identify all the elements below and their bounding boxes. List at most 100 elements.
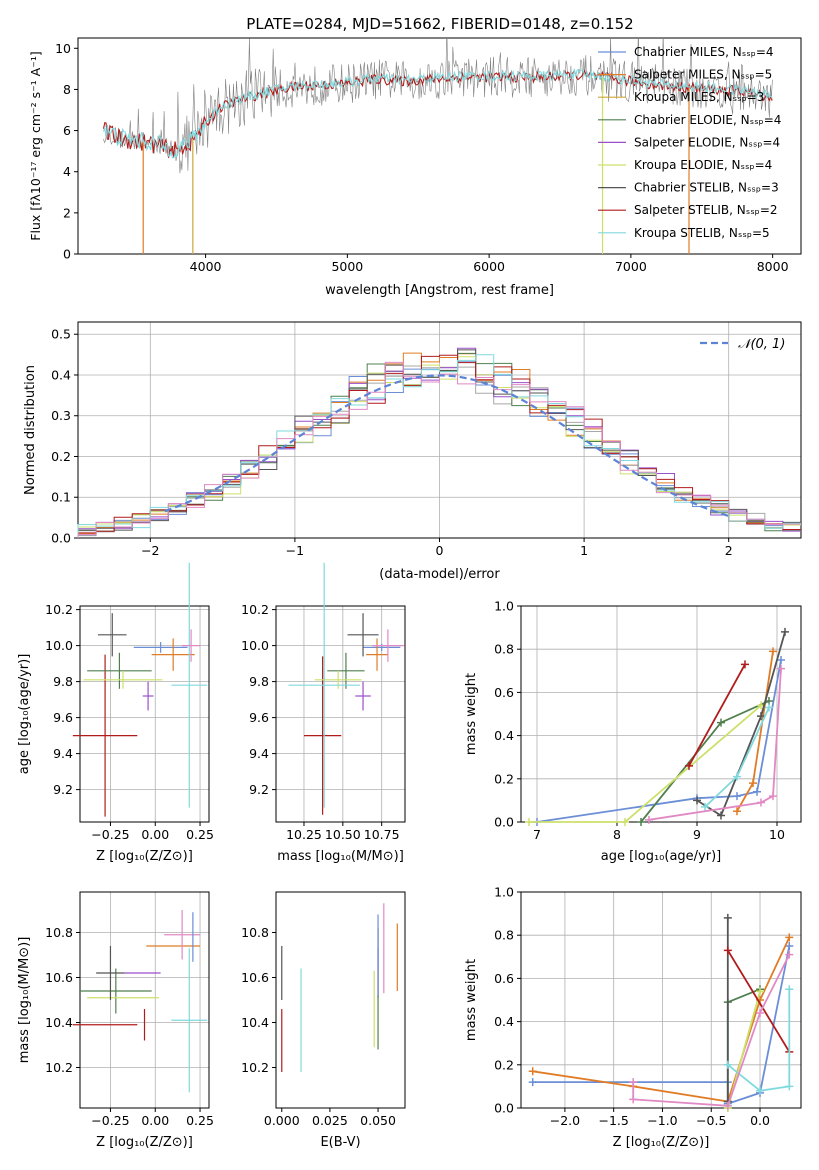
x-tick-label: 8000 <box>757 259 789 274</box>
x-axis-label: (data-model)/error <box>379 567 500 582</box>
weight-marker <box>765 703 773 712</box>
weight-marker <box>645 815 653 824</box>
mass-age-panel: 10.25 10.50 10.75 9.2 9.4 9.6 9.8 10.0 10.2 mass … <box>241 562 406 864</box>
y-tick-label: 8 <box>63 82 71 97</box>
plot-frame <box>275 891 406 1109</box>
weight-marker <box>756 1008 765 1017</box>
weight-marker <box>723 946 732 955</box>
weight-marker <box>717 718 725 727</box>
y-tick-label: 0.2 <box>494 1057 514 1072</box>
gaussian-curve <box>164 374 730 518</box>
weight-line <box>727 949 791 1053</box>
y-axis-label: mass [log₁₀(M/M⊙)] <box>17 937 32 1064</box>
y-tick-label: 10.2 <box>45 602 73 617</box>
weight-marker <box>629 1095 638 1104</box>
weight-marker <box>757 712 765 721</box>
weight-marker <box>717 811 725 820</box>
weight-marker <box>723 913 732 922</box>
y-tick-label: 10 <box>55 41 71 56</box>
legend-label: Kroupa STELIB, Nₛₛₚ=5 <box>634 226 770 240</box>
y-tick-label: 9.4 <box>249 746 269 761</box>
y-tick-label: 0.8 <box>494 642 514 657</box>
x-axis-label: Z [log₁₀(Z/Z⊙)] <box>96 1135 193 1150</box>
weight-marker <box>685 761 693 770</box>
y-tick-label: 10.4 <box>45 1015 73 1030</box>
y-tick-label: 0.0 <box>494 815 514 830</box>
x-tick-label: 10 <box>769 827 785 842</box>
x-axis-label: Z [log₁₀(Z/Z⊙)] <box>613 1135 710 1150</box>
legend-label: Chabrier MILES, Nₛₛₚ=4 <box>634 45 774 59</box>
weight-marker <box>525 818 533 826</box>
x-tick-label: 0 <box>436 543 444 558</box>
y-tick-label: 1.0 <box>494 599 514 614</box>
x-tick-label: 7000 <box>615 259 647 274</box>
weight-marker <box>785 933 794 942</box>
x-tick-label: −2.0 <box>550 1113 580 1128</box>
plot-frame <box>79 605 210 823</box>
x-tick-label: −0.25 <box>91 1113 129 1128</box>
weight-marker <box>785 942 794 950</box>
x-tick-label: 7 <box>533 827 541 842</box>
weight-marker <box>777 656 785 664</box>
plot-frame <box>77 37 802 255</box>
weight-marker <box>723 1060 732 1069</box>
weight-marker <box>785 985 794 994</box>
x-tick-label: −1.5 <box>599 1113 629 1128</box>
weight-marker <box>637 818 645 826</box>
y-tick-label: 1.0 <box>494 885 514 900</box>
x-tick-label: 0.050 <box>360 1113 396 1128</box>
y-tick-label: 10.2 <box>45 1060 73 1075</box>
y-tick-label: 10.8 <box>241 925 269 940</box>
x-axis-label: E(B-V) <box>320 1135 360 1150</box>
y-tick-label: 4 <box>63 164 71 179</box>
histogram-series <box>77 354 801 538</box>
y-tick-label: 10.6 <box>45 970 73 985</box>
x-axis-label: Z [log₁₀(Z/Z⊙)] <box>96 849 193 864</box>
y-tick-label: 0.0 <box>494 1101 514 1116</box>
weight-marker <box>769 647 777 656</box>
x-tick-label: 0.00 <box>141 1113 169 1128</box>
x-tick-label: 8 <box>613 827 621 842</box>
weight-marker <box>528 1078 537 1087</box>
spectrum-data-line <box>103 38 773 174</box>
y-tick-label: 2 <box>63 205 71 220</box>
weight-marker <box>528 1067 537 1076</box>
y-tick-label: 10.6 <box>241 970 269 985</box>
weight-marker <box>733 772 741 781</box>
weight-marker <box>756 1086 765 1095</box>
y-tick-label: 10.4 <box>241 1015 269 1030</box>
figure-title: PLATE=0284, MJD=51662, FIBERID=0148, z=0… <box>246 15 633 33</box>
y-tick-label: 9.4 <box>53 746 73 761</box>
weight-line <box>727 989 791 1092</box>
histogram-series <box>77 354 801 538</box>
y-tick-label: 9.2 <box>249 782 269 797</box>
weight-marker <box>733 792 741 801</box>
y-tick-label: 9.6 <box>53 710 73 725</box>
x-tick-label: 0.025 <box>312 1113 348 1128</box>
x-tick-label: 0.000 <box>264 1113 300 1128</box>
y-tick-label: 6 <box>63 123 71 138</box>
spectrum-model-line <box>102 68 773 159</box>
weight-marker <box>756 987 765 996</box>
legend-label: Salpeter MILES, Nₛₛₚ=5 <box>634 68 772 82</box>
x-tick-label: 6000 <box>473 259 505 274</box>
weight-line <box>688 663 746 767</box>
plot-frame <box>275 605 406 823</box>
y-tick-label: 0 <box>63 247 71 262</box>
y-tick-label: 10.0 <box>45 638 73 653</box>
x-tick-label: 4000 <box>190 259 222 274</box>
y-axis-label: age [log₁₀(age/yr)] <box>17 654 32 775</box>
y-axis-label: mass weight <box>464 959 479 1041</box>
x-axis-label: wavelength [Angstrom, rest frame] <box>325 283 554 298</box>
weight-marker <box>785 950 794 959</box>
weight-line <box>532 937 791 1103</box>
x-tick-label: 0.0 <box>750 1113 770 1128</box>
y-tick-label: 0.6 <box>494 971 514 986</box>
y-tick-label: 9.2 <box>53 782 73 797</box>
y-tick-label: 0.0 <box>51 531 71 546</box>
y-tick-label: 0.4 <box>494 728 514 743</box>
y-axis-label: Flux [fλ10⁻¹⁷ erg cm⁻² s⁻¹ A⁻¹] <box>28 51 43 240</box>
weight-marker <box>741 660 749 669</box>
y-tick-label: 10.0 <box>241 638 269 653</box>
